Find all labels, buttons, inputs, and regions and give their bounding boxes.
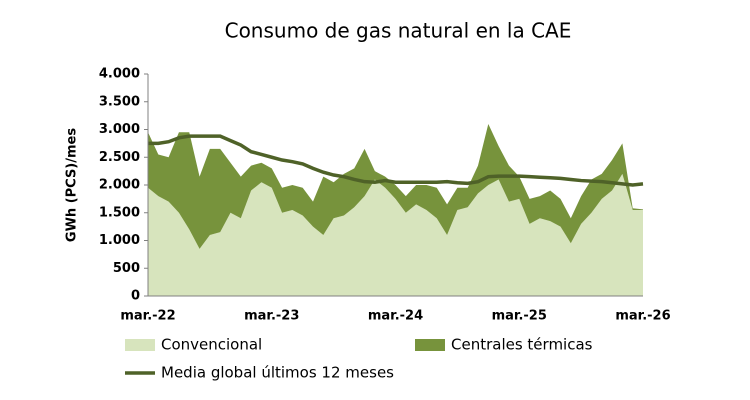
y-tick-label: 1.000 — [99, 233, 140, 248]
legend-swatch — [415, 339, 445, 351]
y-tick-label: 2.000 — [99, 178, 140, 193]
x-tick-label: mar.-23 — [244, 309, 299, 324]
x-tick-label: mar.-26 — [615, 309, 670, 324]
y-tick-label: 1.500 — [99, 205, 140, 220]
line — [148, 134, 644, 187]
x-tick-label: mar.-22 — [120, 309, 175, 324]
y-tick-label: 3.500 — [99, 94, 140, 109]
x-tick-label: mar.-24 — [368, 309, 423, 324]
y-tick-label: 3.000 — [99, 122, 140, 137]
y-tick-label: 500 — [113, 261, 140, 276]
y-tick-label: 4.000 — [99, 67, 140, 82]
y-tick-label: 2.500 — [99, 150, 140, 165]
chart-title: Consumo de gas natural en la CAE — [225, 19, 572, 43]
area — [148, 173, 643, 296]
legend-swatch — [125, 339, 155, 351]
legend-label: Convencional — [161, 336, 262, 354]
legend-label: Media global últimos 12 meses — [161, 364, 394, 382]
x-tick-label: mar.-25 — [492, 309, 547, 324]
y-tick-label: 0 — [131, 289, 140, 304]
legend-label: Centrales térmicas — [451, 336, 593, 354]
y-axis-label: GWh (PCS)/mes — [65, 128, 80, 242]
area — [148, 123, 643, 249]
